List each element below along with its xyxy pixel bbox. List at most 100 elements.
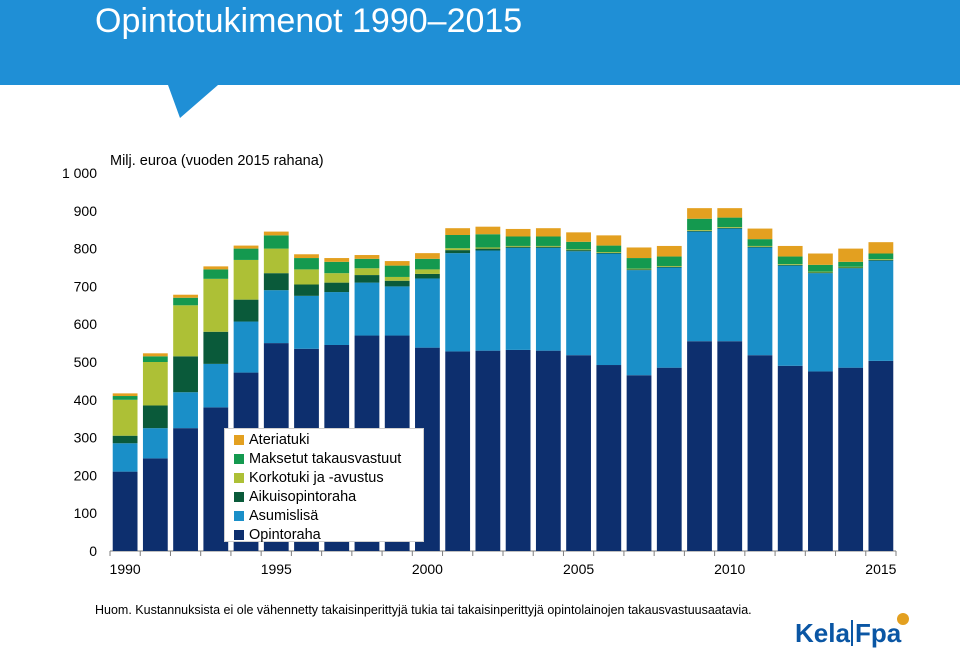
bar-segment <box>717 208 743 218</box>
bar-segment <box>233 259 259 300</box>
bar-segment <box>384 265 410 277</box>
bar-segment <box>747 245 773 247</box>
bar-segment <box>777 265 803 366</box>
logo-divider <box>851 620 853 646</box>
x-tick-label: 2015 <box>865 561 896 577</box>
bar-segment <box>626 375 652 551</box>
bar-segment <box>142 362 168 406</box>
bar-segment <box>626 269 652 271</box>
bar-segment <box>475 350 501 551</box>
bar-segment <box>354 255 380 259</box>
bar-segment <box>687 230 712 231</box>
bar-segment <box>717 228 743 342</box>
y-tick-label: 0 <box>89 543 97 559</box>
bar-segment <box>566 250 591 252</box>
bar-segment <box>868 259 894 260</box>
bar-segment <box>777 365 803 551</box>
legend-swatch <box>234 510 244 521</box>
bar-segment <box>868 260 894 361</box>
y-tick-label: 800 <box>74 241 98 257</box>
bar-segment <box>656 266 682 268</box>
bar-segment <box>445 250 471 254</box>
bar-segment <box>173 428 198 551</box>
bar-segment <box>203 266 229 270</box>
y-tick-label: 700 <box>74 278 98 294</box>
bar-segment <box>838 261 864 267</box>
bar-segment <box>173 356 198 393</box>
legend-item: Opintoraha <box>234 525 423 544</box>
bar-segment <box>112 399 138 436</box>
bar-segment <box>112 396 138 400</box>
bar-segment <box>445 228 471 235</box>
bar-segment <box>596 253 622 366</box>
bar-segment <box>687 208 712 219</box>
bar-segment <box>112 443 138 472</box>
chart-legend: Ateriatuki Maksetut takausvastuut Korkotuk… <box>224 428 424 544</box>
footnote: Huom. Kustannuksista ei ole vähennetty t… <box>95 603 752 617</box>
legend-item: Korkotuki ja -avustus <box>234 468 423 487</box>
bar-segment <box>596 365 622 551</box>
bar-segment <box>354 268 380 276</box>
bar-segment <box>112 435 138 444</box>
bar-segment <box>535 236 561 246</box>
bar-segment <box>384 276 410 281</box>
x-tick-label: 1990 <box>110 561 141 577</box>
bar-segment <box>717 227 743 229</box>
bar-segment <box>142 405 168 429</box>
y-tick-label: 600 <box>74 316 98 332</box>
bar-segment <box>445 248 471 251</box>
bar-segment <box>868 360 894 551</box>
bar-segment <box>566 355 591 551</box>
bar-segment <box>535 228 561 237</box>
bar-segment <box>505 247 531 350</box>
bar-segment <box>294 258 319 270</box>
bar-segment <box>354 275 380 283</box>
legend-label: Maksetut takausvastuut <box>249 450 402 467</box>
chart-title: Milj. euroa (vuoden 2015 rahana) <box>110 153 324 169</box>
bar-segment <box>535 247 561 351</box>
bar-segment <box>112 393 138 397</box>
bar-segment <box>445 234 471 249</box>
legend-item: Maksetut takausvastuut <box>234 449 423 468</box>
bar-segment <box>808 264 833 272</box>
bar-segment <box>747 247 773 356</box>
bar-segment <box>203 278 229 332</box>
legend-label: Asumislisä <box>249 507 319 524</box>
bar-segment <box>808 272 833 274</box>
legend-label: Aikuisopintoraha <box>249 488 357 505</box>
y-tick-label: 500 <box>74 354 98 370</box>
bar-segment <box>535 246 561 248</box>
bar-segment <box>656 256 682 266</box>
bar-segment <box>747 228 773 240</box>
bar-segment <box>475 248 501 251</box>
bar-segment <box>233 299 259 322</box>
bar-segment <box>445 351 471 551</box>
bar-segment <box>687 230 712 232</box>
bar-segment <box>777 264 803 266</box>
legend-item: Asumislisä <box>234 506 423 525</box>
bar-segment <box>717 341 743 551</box>
legend-swatch <box>234 529 244 540</box>
bar-segment <box>566 249 591 251</box>
bar-segment <box>142 356 168 362</box>
bar-segment <box>808 271 833 273</box>
bar-segment <box>324 258 350 262</box>
bar-segment <box>445 253 471 352</box>
bar-segment <box>415 273 440 279</box>
y-tick-label: 100 <box>74 505 98 521</box>
banner-shape <box>0 0 960 118</box>
bar-segment <box>475 234 501 248</box>
bar-segment <box>173 305 198 357</box>
bar-segment <box>354 258 380 269</box>
bar-segment <box>838 267 864 269</box>
x-tick-label: 1995 <box>261 561 292 577</box>
bar-segment <box>626 270 652 376</box>
bar-segment <box>747 355 773 551</box>
logo-badge-icon <box>897 613 909 625</box>
bar-segment <box>838 268 864 368</box>
bar-segment <box>263 231 289 236</box>
bar-segment <box>475 247 501 249</box>
bar-segment <box>415 258 440 270</box>
bar-segment <box>263 235 289 249</box>
bar-segment <box>656 265 682 267</box>
